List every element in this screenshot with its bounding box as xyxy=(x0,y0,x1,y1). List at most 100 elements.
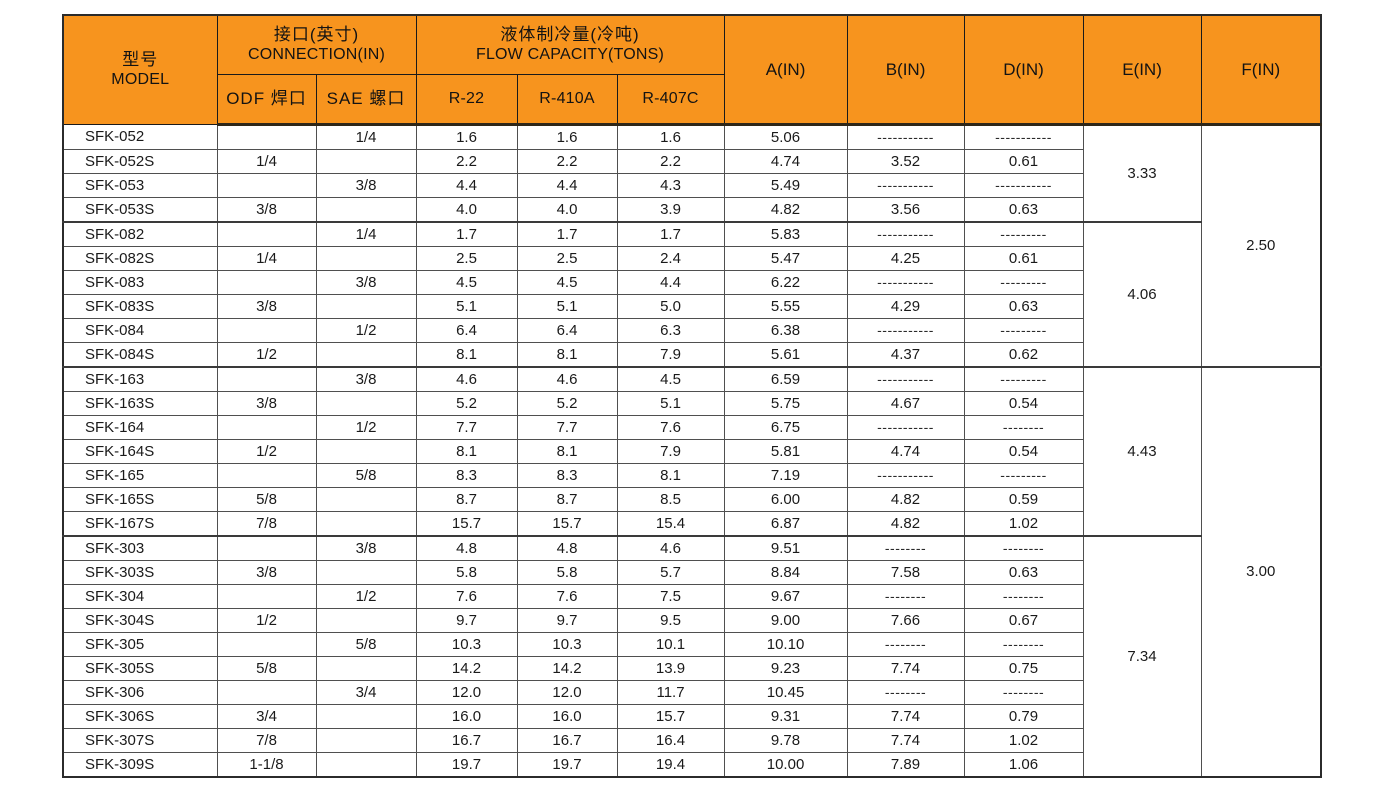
a-cell: 9.67 xyxy=(723,583,848,609)
r407c-cell: 5.0 xyxy=(616,293,725,319)
header-flow-en: FLOW CAPACITY(TONS) xyxy=(475,46,665,64)
odf-cell xyxy=(216,365,317,392)
r410a-cell: 14.2 xyxy=(516,655,618,681)
header-connection: 接口(英寸) CONNECTION(IN) xyxy=(216,14,417,75)
d-cell: -------- xyxy=(963,679,1084,705)
b-cell: -------- xyxy=(846,631,965,657)
sae-cell xyxy=(315,727,417,753)
table-row: SFK-084 1/2 6.4 6.4 6.3 6.38 ----------- ------… xyxy=(62,317,1321,343)
table-row: SFK-306S 3/4 16.0 16.0 15.7 9.31 7.74 0.79 xyxy=(62,703,1321,729)
d-cell: 0.61 xyxy=(963,148,1084,174)
table-row: SFK-084S 1/2 8.1 8.1 7.9 5.61 4.37 0.62 xyxy=(62,341,1321,367)
odf-cell xyxy=(216,414,317,440)
b-cell: 4.82 xyxy=(846,486,965,512)
r407c-cell: 4.6 xyxy=(616,534,725,561)
r407c-cell: 8.5 xyxy=(616,486,725,512)
odf-cell: 1/2 xyxy=(216,607,317,633)
odf-cell xyxy=(216,534,317,561)
r410a-cell: 1.7 xyxy=(516,220,618,247)
model-cell: SFK-306 xyxy=(62,679,218,705)
r407c-cell: 4.4 xyxy=(616,269,725,295)
r22-cell: 8.1 xyxy=(415,341,518,367)
r22-cell: 14.2 xyxy=(415,655,518,681)
table-row: SFK-307S 7/8 16.7 16.7 16.4 9.78 7.74 1.02 xyxy=(62,727,1321,753)
spec-table: 型号 MODEL 接口(英寸) CONNECTION(IN) 液体制冷量(冷吨)… xyxy=(62,14,1323,778)
r407c-cell: 13.9 xyxy=(616,655,725,681)
odf-cell: 1/2 xyxy=(216,341,317,367)
d-cell: 0.79 xyxy=(963,703,1084,729)
b-cell: ----------- xyxy=(846,172,965,198)
r407c-cell: 2.4 xyxy=(616,245,725,271)
r410a-cell: 15.7 xyxy=(516,510,618,536)
header-odf: ODF 焊口 xyxy=(216,73,317,126)
r22-cell: 2.2 xyxy=(415,148,518,174)
d-cell: 0.63 xyxy=(963,196,1084,222)
odf-cell: 3/8 xyxy=(216,559,317,585)
sae-cell xyxy=(315,751,417,777)
r22-cell: 4.8 xyxy=(415,534,518,561)
r407c-cell: 19.4 xyxy=(616,751,725,777)
r410a-cell: 4.8 xyxy=(516,534,618,561)
table-row: SFK-305 5/8 10.3 10.3 10.1 10.10 -------- -----… xyxy=(62,631,1321,657)
e-group-cell: 7.34 xyxy=(1082,534,1202,777)
sae-cell: 1/4 xyxy=(315,123,417,150)
header-d-in: D(IN) xyxy=(963,14,1084,126)
b-cell: 7.74 xyxy=(846,655,965,681)
a-cell: 5.61 xyxy=(723,341,848,367)
r22-cell: 4.4 xyxy=(415,172,518,198)
model-cell: SFK-053 xyxy=(62,172,218,198)
r22-cell: 7.7 xyxy=(415,414,518,440)
header-r22-label: R-22 xyxy=(448,89,485,107)
r407c-cell: 7.9 xyxy=(616,341,725,367)
a-cell: 5.83 xyxy=(723,220,848,247)
header-r410a: R-410A xyxy=(516,73,618,126)
d-cell: -------- xyxy=(963,583,1084,609)
table-row: SFK-053 3/8 4.4 4.4 4.3 5.49 ----------- ------… xyxy=(62,172,1321,198)
b-cell: 4.74 xyxy=(846,438,965,464)
header-f-in: F(IN) xyxy=(1200,14,1322,126)
header-flow-capacity: 液体制冷量(冷吨) FLOW CAPACITY(TONS) xyxy=(415,14,725,75)
d-cell: 0.63 xyxy=(963,293,1084,319)
header-odf-label: ODF 焊口 xyxy=(226,88,307,108)
r410a-cell: 16.0 xyxy=(516,703,618,729)
a-cell: 7.19 xyxy=(723,462,848,488)
b-cell: 7.66 xyxy=(846,607,965,633)
b-cell: ----------- xyxy=(846,462,965,488)
r22-cell: 12.0 xyxy=(415,679,518,705)
d-cell: --------- xyxy=(963,365,1084,392)
header-b-in: B(IN) xyxy=(846,14,965,126)
r410a-cell: 8.1 xyxy=(516,438,618,464)
a-cell: 6.22 xyxy=(723,269,848,295)
b-cell: 7.74 xyxy=(846,727,965,753)
header-model-en: MODEL xyxy=(111,71,170,89)
sae-cell: 1/2 xyxy=(315,414,417,440)
r410a-cell: 7.6 xyxy=(516,583,618,609)
b-cell: ----------- xyxy=(846,317,965,343)
model-cell: SFK-304 xyxy=(62,583,218,609)
d-cell: 0.75 xyxy=(963,655,1084,681)
sae-cell xyxy=(315,655,417,681)
r410a-cell: 2.5 xyxy=(516,245,618,271)
r22-cell: 4.5 xyxy=(415,269,518,295)
table-row: SFK-053S 3/8 4.0 4.0 3.9 4.82 3.56 0.63 xyxy=(62,196,1321,222)
r410a-cell: 9.7 xyxy=(516,607,618,633)
d-cell: 1.06 xyxy=(963,751,1084,777)
header-connection-zh: 接口(英寸) xyxy=(273,25,360,45)
model-cell: SFK-309S xyxy=(62,751,218,777)
header-flow-zh: 液体制冷量(冷吨) xyxy=(500,25,640,45)
odf-cell: 1-1/8 xyxy=(216,751,317,777)
table-row: SFK-083 3/8 4.5 4.5 4.4 6.22 ----------- ------… xyxy=(62,269,1321,295)
a-cell: 10.10 xyxy=(723,631,848,657)
header-r410a-label: R-410A xyxy=(539,89,595,107)
r407c-cell: 5.1 xyxy=(616,390,725,416)
a-cell: 5.49 xyxy=(723,172,848,198)
model-cell: SFK-163 xyxy=(62,365,218,392)
a-cell: 5.55 xyxy=(723,293,848,319)
e-group-cell: 4.43 xyxy=(1082,365,1202,536)
r22-cell: 8.1 xyxy=(415,438,518,464)
d-cell: 1.02 xyxy=(963,510,1084,536)
header-model: 型号 MODEL xyxy=(62,14,218,125)
d-cell: 0.54 xyxy=(963,390,1084,416)
r410a-cell: 10.3 xyxy=(516,631,618,657)
table-row: SFK-306 3/4 12.0 12.0 11.7 10.45 -------- -----… xyxy=(62,679,1321,705)
